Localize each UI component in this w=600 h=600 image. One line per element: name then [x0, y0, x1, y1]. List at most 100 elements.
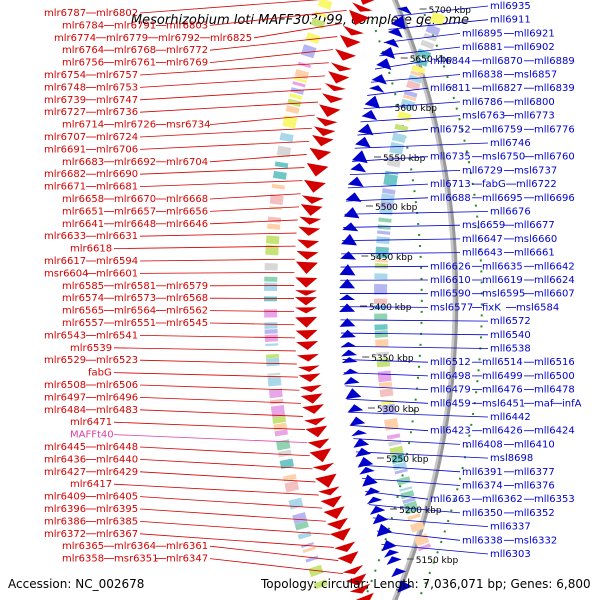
gene-label: mll6353: [534, 494, 575, 505]
feature-block: [375, 259, 389, 263]
leader-line: [345, 385, 429, 390]
reverse-gene: [369, 505, 386, 515]
feature-block: [374, 330, 388, 338]
reverse-gene: [353, 438, 370, 448]
reverse-gene: [390, 15, 406, 30]
forward-gene: [339, 34, 361, 48]
gene-label: mll6911: [490, 15, 531, 26]
feature-block: [264, 296, 278, 302]
forward-gene: [299, 384, 322, 393]
leader-line: [139, 471, 316, 483]
feature-block: [389, 445, 404, 456]
reverse-gene: [349, 416, 366, 426]
gene-label: mlr6358: [62, 554, 104, 565]
reverse-gene: [343, 207, 360, 219]
feature-block: [274, 161, 289, 169]
forward-gene: [355, 592, 374, 600]
leader-line: [342, 238, 461, 242]
reverse-gene: [369, 85, 385, 93]
forward-gene: [295, 261, 318, 275]
gene-label: msr6604: [44, 268, 89, 279]
forward-gene: [295, 297, 318, 306]
gene-label: mlr6706: [96, 144, 138, 155]
gene-label: mlr6436: [44, 454, 86, 465]
feature-block: [265, 235, 280, 245]
reverse-gene: [339, 264, 356, 276]
leader-line: [139, 0, 321, 14]
gene-label: mlr6792: [158, 33, 200, 44]
reverse-gene: [397, 6, 412, 15]
reverse-gene: [397, 580, 413, 593]
gene-label: mlr6445: [44, 442, 86, 453]
reverse-gene: [383, 38, 400, 48]
leader-line: [343, 224, 461, 228]
feature-block: [277, 449, 292, 458]
feature-block: [313, 579, 328, 590]
reverse-gene: [347, 404, 364, 413]
leader-line: [139, 446, 310, 457]
gene-label: mlr6631: [96, 231, 138, 242]
reverse-gene: [379, 46, 396, 59]
gene-label: mll6572: [490, 316, 531, 327]
gene-label: mlr6617: [44, 256, 86, 267]
gene-label: mlr6618: [70, 244, 112, 255]
forward-gene: [329, 527, 351, 541]
feature-block: [408, 74, 423, 84]
leader-line: [113, 347, 296, 352]
gene-label: mll6902: [514, 42, 555, 53]
scale-tick-label: 5550 kbp: [383, 154, 426, 164]
reverse-gene: [345, 192, 362, 202]
leader-line: [139, 533, 334, 548]
gene-label: mlr6386: [44, 516, 86, 527]
feature-block: [374, 304, 388, 311]
gene-label: mlr6691: [44, 144, 86, 155]
forward-gene: [297, 365, 320, 372]
gene-label: mlr6568: [166, 293, 208, 304]
leader-line: [139, 384, 300, 391]
gene-label: mlr6545: [166, 318, 208, 329]
reverse-gene: [361, 109, 378, 121]
gene-label: mlr6683: [62, 157, 104, 168]
reverse-gene: [339, 303, 356, 312]
gene-label: mll6442: [490, 412, 531, 423]
gene-label: mlr6641: [62, 219, 104, 230]
gene-label: mlr6707: [44, 132, 86, 143]
feature-block: [267, 216, 282, 223]
forward-gene: [301, 195, 324, 204]
gene-label: mlr6651: [62, 206, 104, 217]
leader-line: [341, 345, 489, 349]
gene-label: mlr6681: [96, 182, 138, 193]
leader-line: [340, 332, 489, 336]
feature-block: [381, 188, 396, 195]
leader-line: [139, 258, 295, 262]
feature-block: [265, 244, 279, 256]
gene-label: mlr6579: [166, 281, 208, 292]
gene-label: mll6881: [462, 42, 503, 53]
gene-label: mll6735: [430, 152, 471, 163]
forward-gene: [316, 117, 338, 127]
forward-gene: [337, 551, 359, 565]
leader-line: [139, 101, 318, 113]
leader-line: [209, 219, 298, 225]
feature-block: [310, 17, 326, 29]
gene-label: mll6776: [534, 124, 575, 135]
gene-label: mll6635: [482, 261, 523, 272]
gene-label: mlr6692: [114, 157, 156, 168]
gene-label: mll6590: [430, 289, 471, 300]
gene-label: mlr6361: [166, 541, 208, 552]
reverse-gene: [364, 95, 381, 109]
gene-label: mll6839: [534, 83, 575, 94]
gene-label: mll6459: [430, 398, 471, 409]
gene-label: mlr6395: [96, 504, 138, 515]
leader-line: [343, 372, 429, 377]
forward-gene: [299, 216, 322, 225]
gene-label: mll6500: [534, 371, 575, 382]
gene-label: mll6408: [462, 439, 503, 450]
feature-block: [265, 343, 279, 347]
forward-gene: [313, 126, 336, 137]
feature-block: [294, 521, 309, 531]
feature-block: [302, 546, 316, 554]
feature-block: [377, 230, 391, 235]
feature-block: [379, 388, 394, 398]
